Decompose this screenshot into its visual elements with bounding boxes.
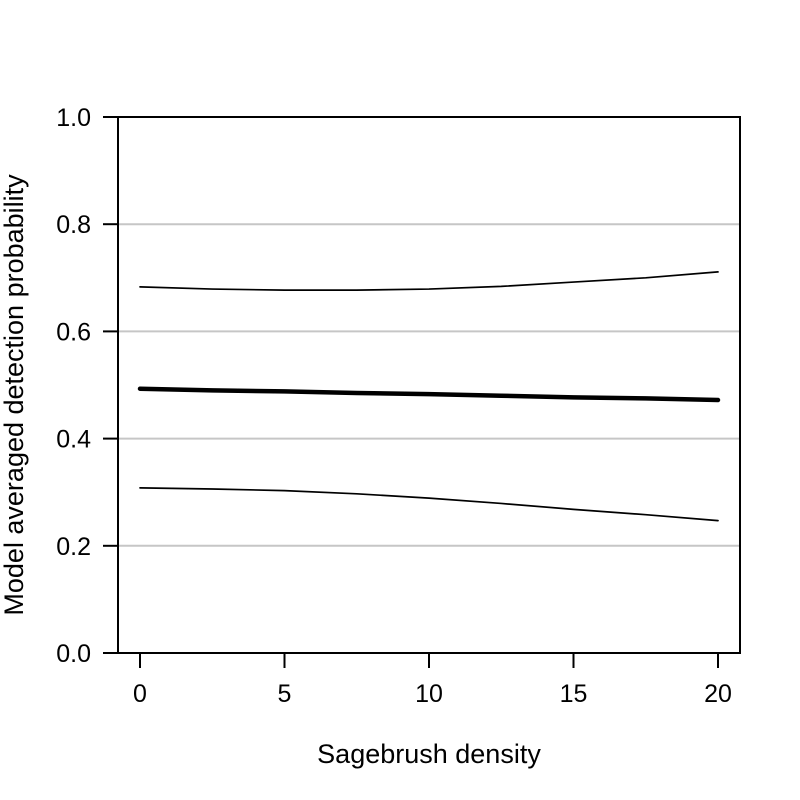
x-tick-label: 20 xyxy=(704,680,732,708)
y-tick-label: 0.2 xyxy=(56,533,91,561)
series-lower-confidence-limit xyxy=(139,487,719,522)
x-tick-label: 10 xyxy=(415,680,443,708)
x-axis: 0 5 10 15 20 xyxy=(133,653,732,708)
x-tick-label: 15 xyxy=(560,680,588,708)
y-tick-label: 0.4 xyxy=(56,426,91,454)
x-tick-label: 0 xyxy=(133,680,147,708)
x-axis-title: Sagebrush density xyxy=(317,739,541,769)
gridlines-group xyxy=(118,223,740,547)
y-tick-label: 0.6 xyxy=(56,318,91,346)
y-tick-label: 0.0 xyxy=(56,640,91,668)
x-tick-label: 5 xyxy=(278,680,292,708)
plot-box xyxy=(117,116,741,654)
y-tick-label: 1.0 xyxy=(56,104,91,132)
series-group xyxy=(137,271,721,522)
y-axis-title: Model averaged detection probability xyxy=(0,174,29,616)
series-model-averaged-estimate xyxy=(137,386,721,403)
y-axis: 0.0 0.2 0.4 0.6 0.8 1.0 xyxy=(56,104,118,668)
y-tick-label: 0.8 xyxy=(56,211,91,239)
series-upper-confidence-limit xyxy=(139,271,719,291)
